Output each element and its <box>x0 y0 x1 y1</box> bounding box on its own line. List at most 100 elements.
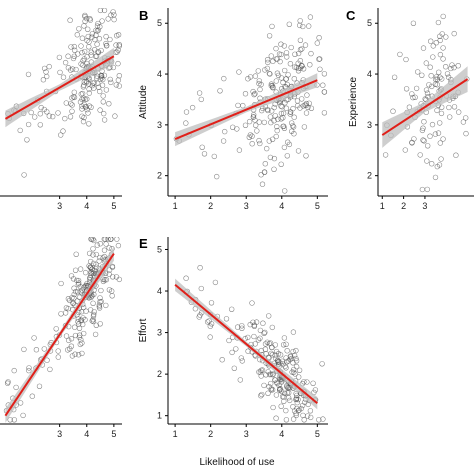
data-point <box>86 39 92 45</box>
data-point <box>321 89 328 95</box>
data-point <box>93 32 99 38</box>
data-point <box>98 287 104 294</box>
data-point <box>89 318 95 324</box>
data-point <box>32 114 38 120</box>
data-point <box>251 91 257 98</box>
data-point <box>299 402 306 409</box>
data-point <box>419 127 426 134</box>
data-point <box>300 23 306 30</box>
data-point <box>41 65 48 72</box>
data-point <box>109 293 115 299</box>
data-point <box>266 138 272 144</box>
data-point <box>307 14 314 20</box>
data-point <box>80 118 87 125</box>
x-tick-label: 3 <box>57 429 62 439</box>
data-point <box>301 417 307 423</box>
data-point <box>242 122 249 128</box>
data-point <box>263 351 269 357</box>
data-point <box>291 64 298 70</box>
data-point <box>24 137 30 143</box>
data-point <box>33 347 40 353</box>
data-point <box>437 51 444 58</box>
data-point <box>274 127 280 134</box>
data-point <box>427 133 433 139</box>
data-point <box>245 334 251 341</box>
data-point <box>103 33 109 40</box>
data-point <box>449 62 455 68</box>
data-point <box>79 49 85 56</box>
data-point <box>321 110 328 116</box>
x-tick-label: 5 <box>315 429 320 439</box>
y-tick-label: 4 <box>367 69 372 79</box>
data-point <box>271 166 277 172</box>
data-point <box>79 113 85 119</box>
data-point <box>290 416 297 422</box>
data-point <box>300 66 307 72</box>
data-point <box>402 147 408 153</box>
data-point <box>89 293 95 299</box>
data-point <box>278 116 284 122</box>
data-point <box>250 88 256 95</box>
data-point <box>79 350 85 357</box>
data-point <box>116 73 122 79</box>
data-point <box>105 16 111 22</box>
data-point <box>279 378 285 384</box>
data-point <box>426 82 432 88</box>
data-point <box>26 365 32 371</box>
data-point <box>460 119 467 125</box>
data-point <box>249 141 255 147</box>
data-point <box>72 324 78 330</box>
data-point <box>429 161 435 167</box>
data-point <box>281 125 288 131</box>
data-point <box>286 390 292 396</box>
points <box>382 13 470 193</box>
data-point <box>73 66 79 73</box>
data-point <box>72 267 79 273</box>
data-point <box>72 332 79 339</box>
data-point <box>269 344 275 351</box>
data-point <box>284 54 290 60</box>
data-point <box>305 401 311 408</box>
data-point <box>420 137 426 143</box>
data-point <box>290 105 296 112</box>
data-point <box>79 103 85 109</box>
data-point <box>251 112 257 118</box>
data-point <box>254 128 260 134</box>
data-point <box>290 329 297 335</box>
data-point <box>88 294 94 301</box>
data-point <box>79 287 85 293</box>
data-point <box>25 71 32 78</box>
data-point <box>93 53 100 59</box>
data-point <box>92 47 98 53</box>
data-point <box>99 75 105 81</box>
data-point <box>320 82 326 88</box>
data-point <box>87 264 93 271</box>
data-point <box>105 237 111 242</box>
data-point <box>115 77 122 83</box>
data-point <box>272 113 278 119</box>
data-point <box>97 299 103 305</box>
data-point <box>252 91 258 97</box>
data-point <box>453 152 459 158</box>
data-point <box>285 139 291 145</box>
data-point <box>262 341 269 347</box>
data-point <box>314 40 320 46</box>
data-point <box>438 156 444 162</box>
data-point <box>101 8 108 14</box>
data-point <box>433 74 440 80</box>
data-point <box>183 120 189 126</box>
data-point <box>63 100 69 106</box>
data-point <box>286 21 292 27</box>
data-point <box>390 108 396 114</box>
data-point <box>77 99 84 105</box>
data-point <box>21 172 27 178</box>
data-point <box>420 45 427 51</box>
data-point <box>201 151 208 157</box>
data-point <box>288 44 294 51</box>
data-point <box>17 127 23 134</box>
data-point <box>421 119 427 125</box>
data-point <box>97 107 103 113</box>
data-point <box>440 13 446 20</box>
data-point <box>38 104 44 111</box>
y-tick-label: 5 <box>367 18 372 28</box>
